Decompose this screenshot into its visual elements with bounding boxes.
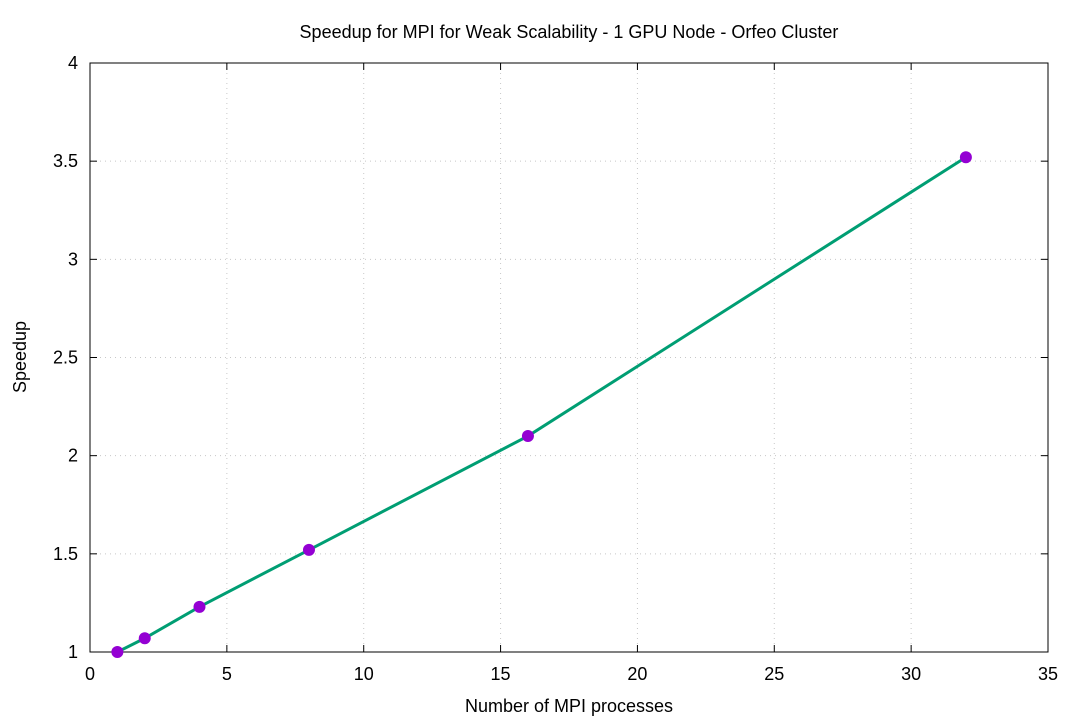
data-point xyxy=(138,632,151,645)
data-points xyxy=(111,151,972,658)
x-tick-label: 20 xyxy=(627,664,647,684)
x-tick-label: 5 xyxy=(222,664,232,684)
x-tick-label: 25 xyxy=(764,664,784,684)
series-line xyxy=(116,155,967,654)
x-tick-label: 30 xyxy=(901,664,921,684)
y-tick-label: 2 xyxy=(68,446,78,466)
grid-lines xyxy=(90,63,1048,652)
y-tick-label: 3 xyxy=(68,249,78,269)
data-point xyxy=(193,600,206,613)
series-lines xyxy=(116,155,967,654)
data-point xyxy=(111,646,124,658)
data-point xyxy=(302,543,315,556)
data-point xyxy=(959,151,972,164)
x-tick-label: 35 xyxy=(1038,664,1058,684)
x-tick-label: 10 xyxy=(354,664,374,684)
y-tick-label: 4 xyxy=(68,53,78,73)
y-tick-label: 2.5 xyxy=(53,348,78,368)
data-point xyxy=(521,430,534,443)
y-tick-label: 1 xyxy=(68,642,78,662)
chart-title: Speedup for MPI for Weak Scalability - 1… xyxy=(300,22,839,42)
plot-frame xyxy=(89,62,1049,653)
x-axis-label: Number of MPI processes xyxy=(465,696,673,716)
y-tick-label: 3.5 xyxy=(53,151,78,171)
x-tick-label: 15 xyxy=(491,664,511,684)
y-axis-label: Speedup xyxy=(10,321,30,393)
axis-ticks: 0 5 10 15 20 25 30 35 1 1.5 2 2.5 3 3.5 4 xyxy=(53,53,1058,684)
x-tick-label: 0 xyxy=(85,664,95,684)
y-tick-label: 1.5 xyxy=(53,544,78,564)
